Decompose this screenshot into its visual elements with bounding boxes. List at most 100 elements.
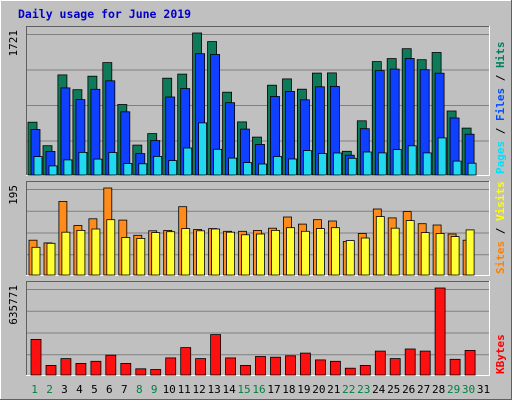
chart-panels: 1721 Pages / Files / Hits 195 Sites / Visit…	[7, 26, 507, 376]
bar-kbytes-day-23	[359, 364, 371, 376]
bar-kbytes-day-3	[60, 358, 72, 376]
bar-sites-day-29	[450, 236, 460, 276]
bar-kbytes-day-2	[45, 364, 57, 376]
panel-max-label: 1721	[7, 30, 20, 57]
bar-pages-day-30	[467, 162, 477, 176]
x-tick-label-day-15: 15	[237, 383, 250, 396]
x-tick-label-day-25: 25	[387, 383, 400, 396]
bar-kbytes-day-25	[389, 358, 401, 376]
x-tick-label-day-14: 14	[222, 383, 236, 396]
x-tick-label-day-4: 4	[76, 383, 83, 396]
bar-pages-day-12	[198, 122, 208, 176]
bar-sites-day-4	[76, 229, 86, 276]
bar-sites-day-18	[286, 227, 295, 276]
bar-pages-day-13	[213, 148, 223, 176]
panel-max-label: 195	[7, 185, 20, 205]
x-tick-label-day-10: 10	[163, 383, 176, 396]
bar-sites-day-25	[390, 227, 400, 276]
bar-pages-day-7	[123, 163, 133, 176]
bar-pages-day-27	[422, 152, 432, 176]
legend-entry: Hits	[494, 42, 507, 69]
bar-sites-day-16	[256, 233, 265, 276]
bar-sites-day-24	[375, 216, 385, 276]
x-tick-label-day-16: 16	[252, 383, 265, 396]
bar-kbytes-day-29	[449, 358, 461, 376]
bar-pages-day-16	[258, 163, 267, 176]
bar-sites-day-1	[31, 246, 41, 276]
bar-pages-day-21	[332, 152, 342, 176]
bar-kbytes-day-19	[299, 352, 311, 376]
x-tick-label-day-17: 17	[267, 383, 280, 396]
x-tick-label-day-1: 1	[31, 383, 38, 396]
bar-pages-day-3	[63, 159, 73, 176]
bar-sites-day-8	[136, 237, 146, 276]
bar-sites-day-3	[61, 231, 71, 276]
bar-pages-day-2	[48, 165, 58, 176]
bar-pages-day-25	[392, 149, 402, 176]
bar-sites-day-2	[46, 242, 56, 276]
bar-kbytes-day-24	[374, 350, 386, 376]
x-tick-label-day-29: 29	[447, 383, 460, 396]
chart-title: Daily usage for June 2019	[18, 7, 191, 21]
bar-kbytes-day-28	[434, 287, 446, 376]
bar-pages-day-10	[168, 160, 178, 176]
bar-kbytes-day-1	[30, 338, 42, 376]
x-tick-label-day-23: 23	[357, 383, 370, 396]
bar-sites-day-17	[271, 229, 280, 276]
bar-sites-day-20	[315, 228, 325, 276]
bar-kbytes-day-17	[270, 356, 281, 376]
legend-entry: Pages	[494, 141, 507, 174]
x-tick-label-day-26: 26	[402, 383, 415, 396]
legend-entry: Sites	[494, 241, 507, 274]
bar-sites-day-27	[420, 232, 430, 276]
x-tick-label-day-7: 7	[121, 383, 128, 396]
x-tick-label-day-13: 13	[207, 383, 220, 396]
bar-pages-day-26	[407, 145, 417, 176]
bar-kbytes-day-12	[195, 358, 207, 376]
bar-sites-day-14	[226, 231, 236, 276]
bar-sites-day-28	[435, 233, 445, 276]
bar-pages-day-5	[93, 158, 103, 176]
x-tick-label-day-3: 3	[61, 383, 68, 396]
bar-pages-day-14	[228, 157, 238, 176]
bar-kbytes-day-10	[165, 357, 177, 376]
legend-entry: Visits	[494, 181, 507, 221]
x-tick-label-day-8: 8	[136, 383, 143, 396]
x-tick-label-day-11: 11	[178, 383, 191, 396]
x-tick-label-day-5: 5	[91, 383, 98, 396]
bar-kbytes-day-4	[75, 362, 87, 376]
panel-legend: KBytes	[494, 334, 507, 374]
x-tick-label-day-20: 20	[312, 383, 325, 396]
panel-kbytes: 635771 KBytes	[7, 281, 507, 376]
bar-sites-day-6	[106, 219, 116, 276]
x-tick-label-day-9: 9	[151, 383, 158, 396]
bar-sites-day-7	[121, 237, 131, 276]
bar-pages-day-20	[317, 153, 327, 176]
bar-kbytes-day-15	[240, 364, 251, 376]
bar-kbytes-day-16	[255, 356, 266, 376]
panel-max-label: 635771	[7, 285, 20, 325]
x-tick-label-day-28: 28	[432, 383, 445, 396]
bar-pages-day-28	[437, 137, 447, 176]
x-tick-label-day-21: 21	[327, 383, 340, 396]
bar-sites-day-15	[241, 234, 250, 276]
bar-kbytes-day-18	[285, 355, 296, 376]
bar-pages-day-9	[153, 155, 163, 176]
bar-kbytes-day-20	[314, 359, 326, 376]
x-tick-label-day-6: 6	[106, 383, 113, 396]
x-tick-label-day-12: 12	[192, 383, 205, 396]
bar-sites-day-13	[211, 228, 221, 276]
x-tick-label-day-27: 27	[417, 383, 430, 396]
legend-separator: /	[494, 68, 507, 88]
bar-sites-day-22	[345, 240, 355, 276]
legend-separator: /	[494, 221, 507, 241]
bar-pages-day-15	[243, 162, 252, 176]
bar-sites-day-23	[360, 237, 370, 276]
bar-pages-day-11	[183, 147, 193, 176]
bar-sites-day-9	[151, 232, 161, 276]
bar-pages-day-29	[452, 160, 462, 176]
panel-legend: Pages / Files / Hits	[494, 42, 507, 175]
bar-pages-day-22	[347, 157, 357, 176]
legend-entry: KBytes	[494, 334, 507, 374]
panel-legend: Sites / Visits	[494, 181, 507, 274]
